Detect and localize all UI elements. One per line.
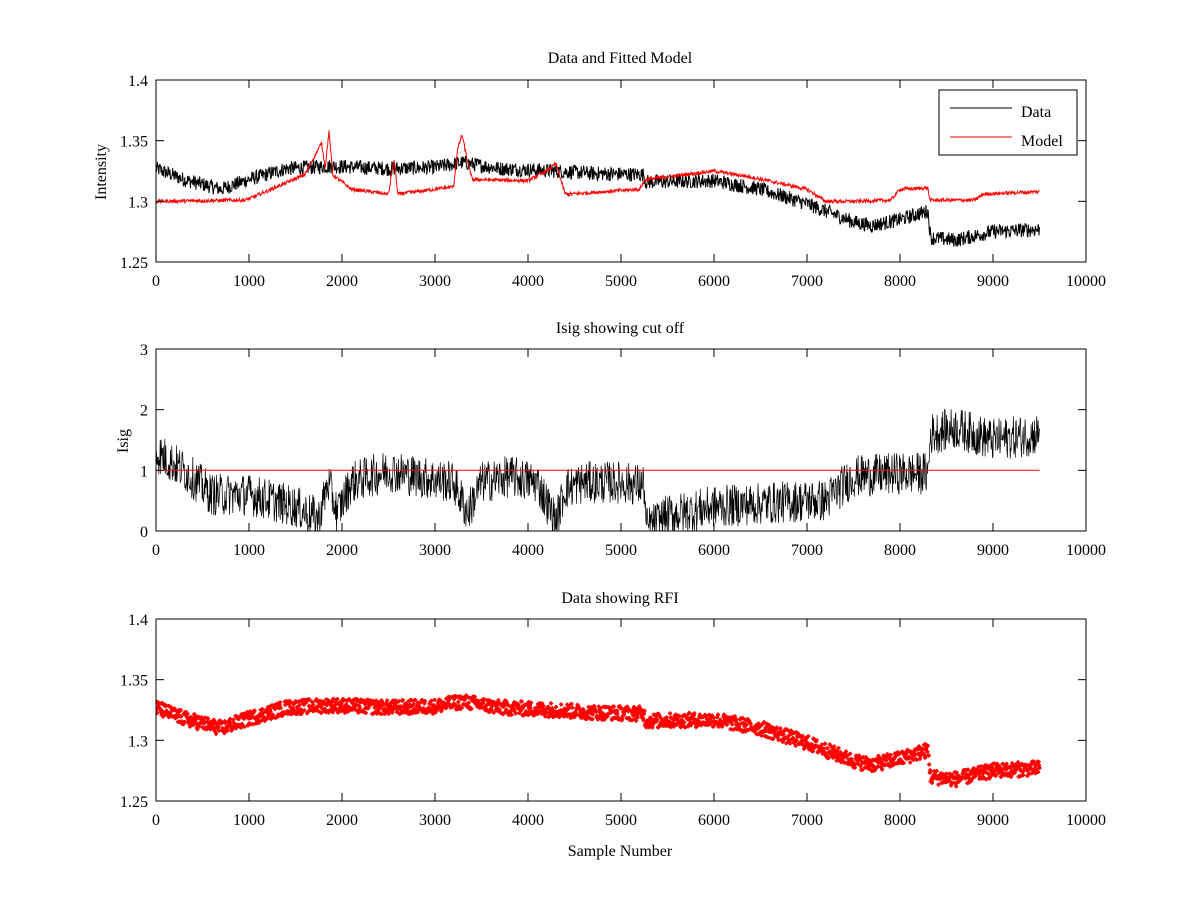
panel-1-series-group: [156, 130, 1040, 247]
y-tick-label: 1.3: [128, 733, 148, 750]
x-tick-label: 4000: [512, 542, 544, 559]
y-tick-label: 1.35: [120, 134, 148, 151]
panel-3-xlabel: Sample Number: [568, 843, 673, 860]
legend: Data Model: [938, 89, 1078, 156]
panel-isig: Isig showing cut off Isig 0 1000 2000 3000 4…: [115, 320, 1106, 559]
legend-model-label: Model: [1021, 133, 1063, 150]
x-tick-label: 10000: [1066, 542, 1106, 559]
y-tick-label: 1.4: [128, 612, 148, 629]
x-tick-label: 9000: [977, 542, 1009, 559]
x-tick-label: 7000: [791, 273, 823, 290]
x-tick-label: 9000: [977, 273, 1009, 290]
panel-1-series-data-line: [156, 155, 1040, 247]
panel-2-plot-area: 0 1000 2000 3000 4000 5000 6000 7000 8000 9000 100…: [140, 342, 1106, 559]
x-tick-label: 5000: [605, 273, 637, 290]
x-tick-label: 3000: [419, 812, 451, 829]
panel-3-plot-area: 0 1000 2000 3000 4000 5000 6000 7000 8000 9000 100…: [120, 612, 1106, 829]
panel-3-title: Data showing RFI: [561, 590, 678, 607]
x-tick-label: 5000: [605, 812, 637, 829]
x-tick-label: 4000: [512, 812, 544, 829]
x-tick-label: 7000: [791, 542, 823, 559]
x-tick-label: 8000: [884, 812, 916, 829]
x-tick-label: 1000: [233, 812, 265, 829]
x-tick-label: 0: [152, 273, 160, 290]
x-tick-label: 0: [152, 542, 160, 559]
legend-data-label: Data: [1021, 104, 1051, 121]
x-tick-label: 10000: [1066, 812, 1106, 829]
x-tick-label: 6000: [698, 273, 730, 290]
y-tick-label: 0: [140, 524, 148, 541]
panel-3-series-group: [156, 693, 1042, 789]
x-tick-label: 3000: [419, 273, 451, 290]
x-tick-label: 6000: [698, 812, 730, 829]
x-tick-label: 2000: [326, 273, 358, 290]
x-tick-label: 5000: [605, 542, 637, 559]
x-tick-label: 9000: [977, 812, 1009, 829]
x-tick-label: 4000: [512, 273, 544, 290]
y-tick-label: 1.4: [128, 73, 148, 90]
panel-3-series-1-points: [156, 693, 1042, 789]
x-tick-label: 2000: [326, 542, 358, 559]
panel-1-plot-area: 0 1000 2000 3000 4000 5000 6000 7000 8000 9000 100…: [120, 73, 1106, 290]
panel-1-ylabel: Intensity: [93, 144, 110, 200]
y-tick-label: 1: [140, 463, 148, 480]
panel-2-title: Isig showing cut off: [556, 320, 685, 337]
panel-2-ylabel: Isig: [115, 429, 132, 453]
panel-1-series-model-line: [156, 130, 1040, 205]
x-tick-label: 6000: [698, 542, 730, 559]
y-tick-label: 1.3: [128, 194, 148, 211]
y-tick-label: 1.25: [120, 255, 148, 272]
x-tick-label: 3000: [419, 542, 451, 559]
panel-rfi: Data showing RFI Sample Number 0 1000 2000…: [120, 590, 1106, 860]
panel-data-and-model: Data and Fitted Model Intensity 0 1000 200…: [93, 50, 1106, 290]
x-tick-label: 1000: [233, 542, 265, 559]
y-tick-label: 2: [140, 403, 148, 420]
x-tick-label: 8000: [884, 542, 916, 559]
x-tick-label: 10000: [1066, 273, 1106, 290]
y-tick-label: 1.25: [120, 794, 148, 811]
x-tick-label: 0: [152, 812, 160, 829]
x-tick-label: 8000: [884, 273, 916, 290]
panel-2-series-1-line: [156, 408, 1040, 531]
x-tick-label: 7000: [791, 812, 823, 829]
panel-2-series-group: [156, 408, 1040, 531]
panel-1-title: Data and Fitted Model: [548, 50, 693, 67]
y-tick-label: 1.35: [120, 673, 148, 690]
x-tick-label: 2000: [326, 812, 358, 829]
legend-box: [938, 89, 1078, 156]
x-tick-label: 1000: [233, 273, 265, 290]
y-tick-label: 3: [140, 342, 148, 359]
